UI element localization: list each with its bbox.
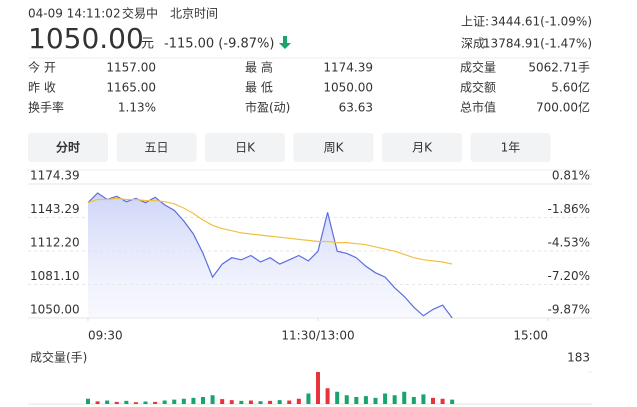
index-name: 深成: (461, 37, 489, 51)
stat-value: 1157.00 (106, 61, 156, 75)
volume-bar (86, 398, 90, 404)
stat-value: 63.63 (339, 101, 373, 115)
volume-bar (210, 395, 215, 404)
volume-bar (239, 400, 244, 404)
tab[interactable] (293, 133, 374, 162)
volume-bar (450, 399, 455, 404)
y-tick-label: 1112.20 (30, 235, 80, 249)
price-area (88, 193, 453, 318)
volume-bar (114, 401, 119, 404)
stat-label: 换手率 (28, 100, 64, 115)
stat-label: 总市值 (460, 100, 496, 115)
volume-bar (220, 399, 225, 404)
y-tick-label: 1081.10 (30, 269, 80, 283)
volume-bar (431, 397, 435, 404)
volume-bar (316, 372, 320, 404)
volume-title: 成交量(手) (30, 350, 87, 365)
volume-bar (411, 397, 416, 404)
volume-bar (354, 397, 359, 404)
volume-bar (363, 396, 368, 404)
volume-bar (402, 391, 407, 404)
tab[interactable] (470, 133, 551, 162)
y-tick-label: 1050.00 (30, 303, 80, 317)
y2-tick-label: -4.53% (548, 236, 590, 250)
volume-bar (201, 397, 205, 404)
volume-bar (229, 400, 234, 404)
tab-label[interactable]: 月K (412, 141, 433, 155)
volume-bar (335, 391, 340, 404)
volume-bar (143, 401, 148, 404)
index-value: 3444.61(-1.09%) (491, 15, 592, 29)
price-change: -115.00 (-9.87%) (164, 37, 274, 52)
volume-bar (162, 400, 167, 404)
y-tick-label: 1143.29 (30, 202, 80, 216)
stat-value: 1174.39 (323, 61, 373, 75)
volume-bar (181, 398, 186, 404)
x-tick-label: 11:30/13:00 (281, 329, 354, 343)
tab[interactable] (116, 133, 197, 162)
stat-label: 最 高 (245, 60, 273, 75)
volume-bar (383, 393, 388, 404)
down-arrow (279, 36, 291, 49)
datetime: 04-09 14:11:02 (28, 7, 121, 21)
y2-tick-label: -7.20% (548, 269, 590, 283)
y-tick-label: 183 (567, 351, 590, 365)
volume-bar (153, 401, 158, 404)
stat-value: 1050.00 (323, 81, 373, 95)
volume-bar (373, 397, 378, 404)
volume-bar (95, 401, 100, 404)
volume-bar (440, 398, 445, 404)
timezone: 北京时间 (170, 7, 218, 21)
volume-bar (277, 400, 282, 404)
stat-label: 最 低 (245, 81, 273, 95)
tab-label[interactable]: 周K (324, 141, 345, 155)
stat-value: 700.00亿 (536, 100, 590, 115)
stat-label: 成交量 (460, 60, 496, 75)
tab-label[interactable]: 五日 (144, 141, 168, 155)
volume-bar (306, 393, 311, 404)
y-tick-label: 1174.39 (30, 169, 80, 183)
tab[interactable] (205, 133, 285, 162)
x-tick-label: 15:00 (513, 329, 548, 343)
volume-bar (344, 395, 349, 404)
stat-label: 成交额 (460, 80, 496, 95)
volume-bar (392, 395, 397, 404)
y2-tick-label: -9.87% (548, 303, 590, 317)
stat-label: 今 开 (28, 60, 56, 75)
index-value: 13784.91(-1.47%) (483, 37, 592, 51)
volume-bar (133, 402, 138, 404)
volume-bar (248, 400, 253, 404)
price: 1050.00 (28, 22, 144, 55)
stat-value: 5062.71手 (528, 61, 590, 75)
volume-bar (191, 397, 196, 404)
volume-bar (268, 400, 273, 404)
average-line (87, 197, 453, 265)
stat-label: 市盈(动) (245, 100, 290, 115)
status: 交易中 (122, 6, 158, 21)
volume-bar (296, 398, 301, 404)
tab-label[interactable]: 分时 (56, 140, 80, 155)
stat-value: 1165.00 (106, 81, 156, 95)
price-unit: 元 (141, 37, 154, 52)
x-tick-label: 09:30 (88, 329, 123, 343)
tab-label[interactable]: 1年 (501, 141, 521, 155)
volume-bar (172, 399, 177, 404)
volume-bar (325, 388, 330, 404)
tab-label[interactable]: 日K (235, 141, 256, 155)
stat-label: 昨 收 (28, 81, 56, 95)
volume-bar (287, 400, 292, 404)
y2-tick-label: 0.81% (552, 169, 590, 183)
tab[interactable] (382, 133, 462, 162)
index-name: 上证: (461, 15, 489, 29)
volume-bar (258, 401, 263, 404)
volume-bar (105, 400, 110, 404)
y2-tick-label: -1.86% (548, 202, 590, 216)
tab[interactable] (28, 133, 108, 162)
stat-value: 5.60亿 (551, 80, 590, 95)
stat-value: 1.13% (118, 101, 156, 115)
volume-bar (124, 400, 129, 404)
volume-bar (421, 394, 426, 404)
